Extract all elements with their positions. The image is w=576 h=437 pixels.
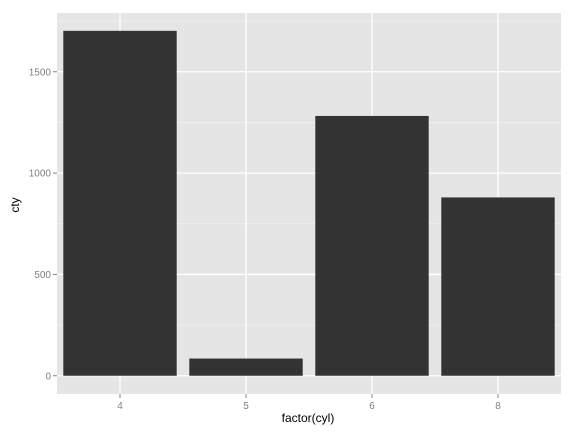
- y-tick-label: 0: [45, 371, 51, 382]
- y-tick-label: 1000: [29, 169, 52, 180]
- bars: [63, 30, 555, 376]
- x-tick-label: 5: [243, 401, 249, 412]
- bar-8: [441, 197, 555, 376]
- x-tick-label: 8: [495, 401, 501, 412]
- x-tick-label: 4: [117, 401, 123, 412]
- y-axis-title: cty: [8, 197, 22, 212]
- bar-6: [315, 115, 429, 376]
- x-axis-ticks: 4 5 6 8: [117, 394, 501, 412]
- y-axis-ticks: 0 500 1000 1500: [29, 67, 57, 382]
- bar-5: [189, 358, 303, 376]
- bar-4: [63, 30, 177, 376]
- x-axis-title: factor(cyl): [282, 411, 335, 425]
- y-tick-label: 1500: [29, 67, 52, 78]
- y-tick-label: 500: [34, 270, 51, 281]
- x-tick-label: 6: [369, 401, 375, 412]
